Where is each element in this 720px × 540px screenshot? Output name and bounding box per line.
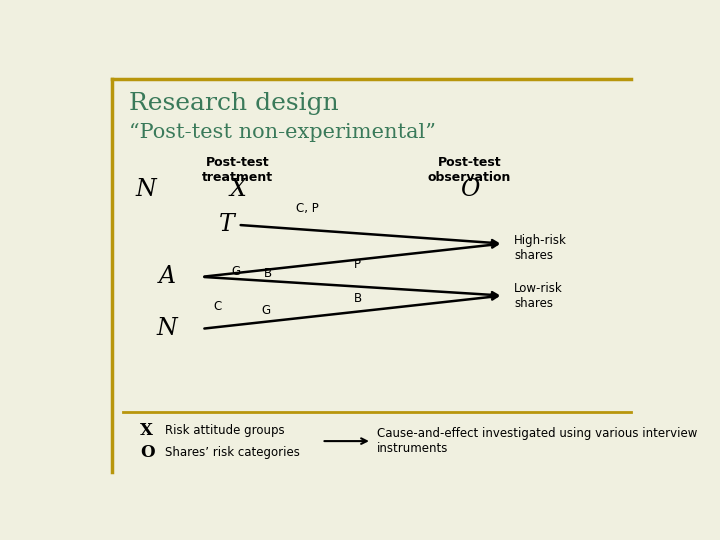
- Text: Cause-and-effect investigated using various interview
instruments: Cause-and-effect investigated using vari…: [377, 427, 698, 455]
- Text: “Post-test non-experimental”: “Post-test non-experimental”: [129, 123, 436, 142]
- Text: Shares’ risk categories: Shares’ risk categories: [166, 446, 300, 459]
- Text: C: C: [213, 300, 221, 313]
- Text: B: B: [354, 292, 362, 305]
- Text: Post-test
observation: Post-test observation: [428, 156, 511, 184]
- Text: O: O: [460, 178, 479, 201]
- Text: G: G: [232, 265, 240, 278]
- Text: Risk attitude groups: Risk attitude groups: [166, 424, 285, 437]
- Text: X: X: [140, 422, 153, 439]
- Text: O: O: [140, 444, 155, 461]
- Text: Low-risk
shares: Low-risk shares: [514, 281, 563, 309]
- Text: Research design: Research design: [129, 92, 339, 115]
- Text: G: G: [261, 305, 270, 318]
- Text: N: N: [135, 178, 156, 201]
- Text: T: T: [219, 213, 235, 237]
- Text: High-risk
shares: High-risk shares: [514, 234, 567, 262]
- Text: A: A: [158, 265, 176, 288]
- Text: P: P: [354, 258, 361, 271]
- Text: X: X: [230, 178, 246, 201]
- Text: B: B: [264, 267, 271, 280]
- Text: Post-test
treatment: Post-test treatment: [202, 156, 274, 184]
- Text: N: N: [157, 318, 177, 340]
- Text: C, P: C, P: [296, 202, 319, 215]
